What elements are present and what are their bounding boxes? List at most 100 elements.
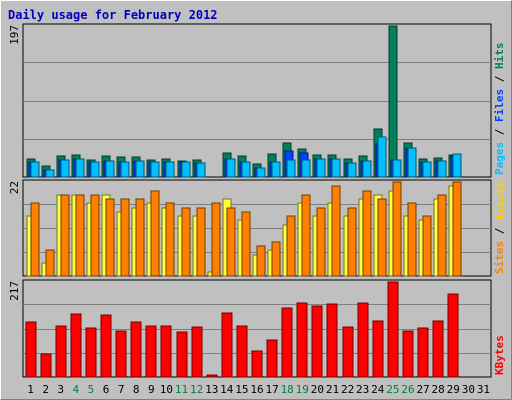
bar-fill xyxy=(211,202,221,277)
x-tick-label: 24 xyxy=(371,383,385,396)
bar-pages-day-8 xyxy=(135,160,145,178)
x-tick-label: 22 xyxy=(341,383,354,396)
bar-pages-day-7 xyxy=(120,161,130,178)
bar-fill xyxy=(206,374,218,378)
bar-fill xyxy=(392,181,402,277)
bar-sites-day-23 xyxy=(362,190,372,277)
y-max-label: 22 xyxy=(8,181,21,194)
bar-pages-day-15 xyxy=(241,161,251,178)
bar-fill xyxy=(286,215,296,277)
bar-pages-day-5 xyxy=(90,161,100,178)
bar-hits-day-25 xyxy=(388,25,398,178)
bar-fill xyxy=(181,161,191,178)
bar-fill xyxy=(387,281,399,378)
x-tick-label: 8 xyxy=(133,383,140,396)
bar-fill xyxy=(236,325,248,378)
x-tick-label: 4 xyxy=(73,383,80,396)
bar-fill xyxy=(181,207,191,277)
legend: KBytes xyxy=(493,335,506,375)
bar-sites-day-13 xyxy=(211,202,221,277)
bar-fill xyxy=(60,159,70,178)
bar-sites-day-19 xyxy=(301,194,311,277)
bar-fill xyxy=(90,161,100,178)
bar-kbytes-day-28 xyxy=(432,320,444,378)
bar-sites-day-21 xyxy=(331,185,341,277)
bar-fill xyxy=(90,194,100,277)
bar-kbytes-day-18 xyxy=(281,307,293,378)
bar-fill xyxy=(452,181,462,277)
x-tick-label: 27 xyxy=(416,383,429,396)
legend: Sites / Visits xyxy=(493,181,506,274)
bar-fill xyxy=(60,194,70,277)
bar-kbytes-day-6 xyxy=(100,314,112,378)
x-tick-label: 17 xyxy=(265,383,278,396)
bar-kbytes-day-2 xyxy=(40,353,52,378)
bar-pages-day-14 xyxy=(226,158,236,178)
bar-pages-day-6 xyxy=(105,160,115,178)
bar-pages-day-12 xyxy=(196,162,206,178)
bar-fill xyxy=(45,249,55,277)
bar-sites-day-14 xyxy=(226,207,236,277)
bar-sites-day-8 xyxy=(135,198,145,277)
bar-kbytes-day-24 xyxy=(372,320,384,378)
bar-pages-day-21 xyxy=(331,158,341,178)
bar-fill xyxy=(70,313,82,378)
bar-pages-day-17 xyxy=(271,161,281,178)
bar-kbytes-day-4 xyxy=(70,313,82,378)
legend-entry: / xyxy=(493,122,506,142)
bar-fill xyxy=(75,194,85,277)
bar-kbytes-day-11 xyxy=(176,331,188,378)
bar-pages-day-23 xyxy=(362,160,372,178)
bar-pages-day-29 xyxy=(452,153,462,178)
bar-fill xyxy=(402,330,414,378)
bar-pages-day-25 xyxy=(392,159,402,178)
bar-sites-day-3 xyxy=(60,194,70,277)
bar-fill xyxy=(362,190,372,277)
bar-sites-day-20 xyxy=(316,207,326,277)
bar-pages-day-26 xyxy=(407,147,417,178)
bar-kbytes-day-13 xyxy=(206,374,218,378)
legend-entry: Visits xyxy=(493,181,506,221)
legend-entry: KBytes xyxy=(493,335,506,375)
bar-kbytes-day-10 xyxy=(160,325,172,378)
legend-entry: Pages xyxy=(493,142,506,175)
bar-sites-day-27 xyxy=(422,215,432,277)
plot-area xyxy=(22,23,492,178)
bar-fill xyxy=(196,162,206,178)
x-tick-label: 9 xyxy=(148,383,155,396)
bar-sites-day-7 xyxy=(120,198,130,277)
x-axis-labels: 1 2 3 4 5 6 7 8 9 10 11 12 13 14 15 16 17 18 19 20 21 22 23 24 2… xyxy=(27,383,490,396)
bar-kbytes-day-7 xyxy=(115,330,127,378)
x-tick-label: 14 xyxy=(220,383,234,396)
bar-sites-day-5 xyxy=(90,194,100,277)
bar-fill xyxy=(191,326,203,378)
bar-kbytes-day-27 xyxy=(417,327,429,378)
x-tick-label: 6 xyxy=(103,383,110,396)
bar-fill xyxy=(331,158,341,178)
bar-fill xyxy=(135,198,145,277)
bar-fill xyxy=(150,190,160,277)
x-tick-label: 12 xyxy=(190,383,203,396)
bar-fill xyxy=(25,321,37,378)
legend-entry: Sites xyxy=(493,241,506,274)
bar-fill xyxy=(165,161,175,178)
bar-kbytes-day-14 xyxy=(221,312,233,378)
bar-pages-day-10 xyxy=(165,161,175,178)
bar-fill xyxy=(331,185,341,277)
bar-fill xyxy=(241,161,251,178)
bar-fill xyxy=(75,158,85,178)
bar-kbytes-day-17 xyxy=(266,339,278,378)
bar-pages-day-1 xyxy=(30,161,40,178)
bar-fill xyxy=(301,159,311,178)
legend-entry: Hits xyxy=(493,43,506,70)
bar-pages-day-19 xyxy=(301,159,311,178)
x-tick-label: 19 xyxy=(296,383,309,396)
bar-pages-day-20 xyxy=(316,158,326,178)
bar-sites-day-22 xyxy=(347,207,357,277)
bar-fill xyxy=(251,350,263,378)
bar-sites-day-16 xyxy=(256,245,266,277)
bar-fill xyxy=(135,160,145,178)
bar-fill xyxy=(55,325,67,378)
bar-fill xyxy=(226,207,236,277)
bar-pages-day-22 xyxy=(347,162,357,178)
